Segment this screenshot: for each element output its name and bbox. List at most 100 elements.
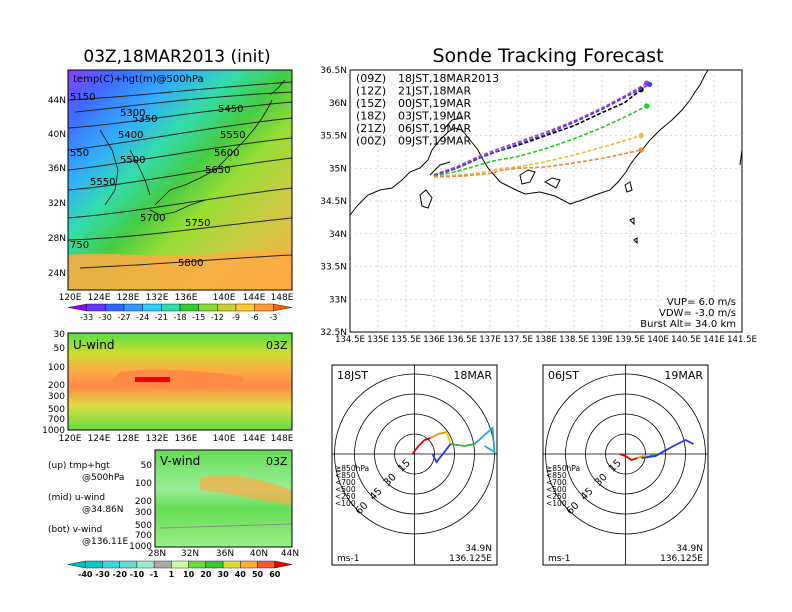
track-endpoint [638, 132, 644, 139]
lat-tick: 32.5N [320, 328, 347, 338]
lon-tick: 136.5E [447, 335, 477, 345]
wind-colorbar-swatch [171, 560, 189, 569]
contour-label: 5350 [132, 114, 157, 125]
p-tick: 700 [135, 531, 152, 541]
p-tick: 1000 [42, 426, 65, 436]
hodo-trace [473, 426, 496, 454]
lon-tick: 140E [213, 434, 236, 444]
lon-tick: 148E [271, 293, 294, 303]
p-tick: 50 [141, 461, 153, 471]
colorbar-tick: -27 [117, 313, 130, 322]
hodo-level: <700 [546, 478, 567, 487]
lat-tick: 34N [329, 230, 347, 240]
legend-code: (21Z) [356, 122, 386, 135]
hodo-ring [394, 433, 435, 475]
hodo-ring [374, 413, 455, 495]
contour-label: 5300 [120, 108, 145, 119]
colorbar-swatch [123, 303, 143, 312]
wind-colorbar-tick: 30 [218, 570, 230, 579]
hodo-date: 19MAR [664, 369, 703, 382]
note-bot: (bot) v-wind [48, 525, 102, 535]
wind-colorbar-tick: 10 [183, 570, 195, 579]
lon-tick: 137E [479, 335, 501, 345]
wind-colorbar-tick: -30 [95, 570, 110, 579]
wind-colorbar-swatch [85, 560, 103, 569]
lon-tick: 144E [243, 293, 266, 303]
legend-code: (09Z) [356, 72, 386, 85]
hodo-time: 18JST [337, 369, 368, 382]
note-up2: @500hPa [82, 473, 124, 483]
legend-time: 00JST,19MAR [398, 97, 471, 110]
v-wind-label: V-wind [160, 454, 200, 468]
colorbar-tick: -15 [192, 313, 205, 322]
contour-label: 5700 [140, 213, 165, 224]
colorbar-tick: -6 [251, 313, 259, 322]
p-tick: 50 [54, 344, 66, 354]
wind-colorbar-swatch [119, 560, 138, 569]
u-jet-core [110, 369, 244, 389]
hodo-trace [430, 431, 447, 439]
colorbar-swatch [161, 303, 181, 312]
hodo-trace [411, 437, 431, 455]
note-mid: (mid) u-wind [48, 493, 105, 503]
colorbar-swatch [86, 303, 106, 312]
colorbar-tick: -18 [173, 313, 186, 322]
contour-label: 5800 [178, 258, 203, 269]
warm-band [68, 250, 292, 290]
lon-tick: 141.5E [727, 335, 757, 345]
colorbar-swatch [235, 303, 255, 312]
wind-colorbar-swatch [102, 560, 120, 569]
lon-tick: 124E [88, 434, 111, 444]
contour-label: 5550 [90, 177, 115, 188]
lon-tick: 120E [59, 293, 82, 303]
contour-label: 5150 [70, 92, 95, 103]
legend-code: (12Z) [356, 85, 386, 98]
colorbar-tick: -3 [269, 313, 277, 322]
lon-tick: 140.5E [671, 335, 701, 345]
temp-map-frame [67, 69, 293, 291]
colorbar-swatch [273, 303, 293, 312]
lat-tick: 36N [329, 99, 347, 109]
hodo-lat: 34.9N [465, 544, 492, 554]
lon-tick: 144E [243, 434, 266, 444]
u-wind-label: U-wind [73, 338, 114, 352]
track-line [433, 82, 648, 176]
lat-tick: 44N [48, 96, 66, 106]
hodo-time: 06JST [548, 369, 579, 382]
colorbar-swatch [179, 303, 199, 312]
v-warm-area [200, 475, 292, 505]
wind-colorbar-swatch [222, 560, 241, 569]
temp-map-label: temp(C)+hgt(m)@500hPa [73, 74, 204, 85]
hodo-level: <100 [546, 499, 567, 508]
u-jet-max [135, 377, 170, 382]
u-wind-time: 03Z [266, 339, 288, 352]
legend-code: (15Z) [356, 97, 386, 110]
track-line [433, 88, 642, 176]
hodo-trace [641, 438, 694, 459]
contour-label: 5400 [118, 130, 143, 141]
contour-label: 5750 [185, 218, 210, 229]
p-tick: 300 [135, 508, 152, 518]
wind-colorbar-tick: -40 [78, 570, 93, 579]
lat-tick: 36N [48, 164, 66, 174]
temp-map: temp(C)+hgt(m)@500hPa 5150 5300 5350 540… [48, 69, 294, 303]
u-wind-panel: U-wind 03Z 30 50 100 200 300 500 700 100… [42, 330, 294, 444]
colorbar-swatch [142, 303, 162, 312]
lat-tick: 36.5N [320, 66, 347, 76]
hodo-trace [637, 455, 644, 459]
lon-tick: 140E [213, 293, 236, 303]
legend-time: 21JST,18MAR [398, 85, 471, 98]
colorbar-tick: -21 [155, 313, 168, 322]
hodo-trace [450, 443, 475, 447]
hodo-date: 18MAR [453, 369, 492, 382]
lon-tick: 137.5E [503, 335, 533, 345]
track-endpoint [647, 81, 653, 88]
hodo-level: <100 [335, 499, 356, 508]
height-contours [67, 81, 293, 269]
hodo-ring [605, 433, 646, 475]
main-title: Sonde Tracking Forecast [432, 45, 663, 67]
lat-tick: 33.5N [320, 263, 347, 273]
lat-tick: 32N [48, 199, 66, 209]
hodo-level: <850 [335, 471, 356, 480]
